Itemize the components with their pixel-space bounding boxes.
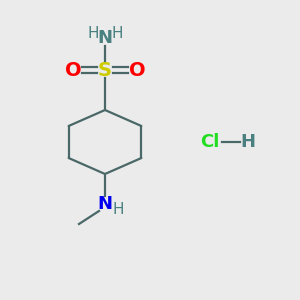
Text: Cl: Cl xyxy=(200,133,220,151)
Text: H: H xyxy=(112,202,124,217)
Text: O: O xyxy=(129,61,145,80)
Text: S: S xyxy=(98,61,112,80)
Text: H: H xyxy=(241,133,256,151)
Text: O: O xyxy=(65,61,81,80)
Text: N: N xyxy=(98,29,112,47)
Text: H: H xyxy=(111,26,123,40)
Text: H: H xyxy=(87,26,99,40)
Text: N: N xyxy=(98,195,112,213)
